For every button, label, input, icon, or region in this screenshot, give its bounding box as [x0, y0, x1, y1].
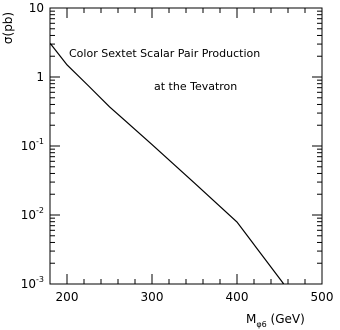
x-axis-label-main: M: [246, 312, 256, 326]
y-axis-label: σ(pb): [1, 12, 15, 44]
x-tick-label: 400: [226, 290, 249, 304]
x-tick-label: 200: [56, 290, 79, 304]
x-tick-label: 500: [311, 290, 334, 304]
y-tick-label: 1: [36, 70, 44, 84]
tick-labels: 200 300 400 500 10 1 10-1 10-2 10-3: [21, 1, 334, 304]
y-tick-label: 10-2: [21, 206, 44, 222]
series-line: [49, 42, 285, 285]
y-tick-label: 10-3: [21, 275, 44, 291]
x-axis-label: Mφ6 (GeV): [246, 312, 305, 329]
chart-annotation-line-2: at the Tevatron: [154, 80, 237, 93]
x-axis-label-unit: (GeV): [267, 312, 305, 326]
axis-ticks: [49, 7, 323, 285]
x-tick-label: 300: [141, 290, 164, 304]
chart-annotation-line-1: Color Sextet Scalar Pair Production: [69, 47, 260, 60]
y-tick-label: 10-1: [21, 137, 44, 153]
y-tick-label: 10: [29, 1, 44, 15]
x-axis-label-subscript: φ6: [256, 320, 266, 329]
